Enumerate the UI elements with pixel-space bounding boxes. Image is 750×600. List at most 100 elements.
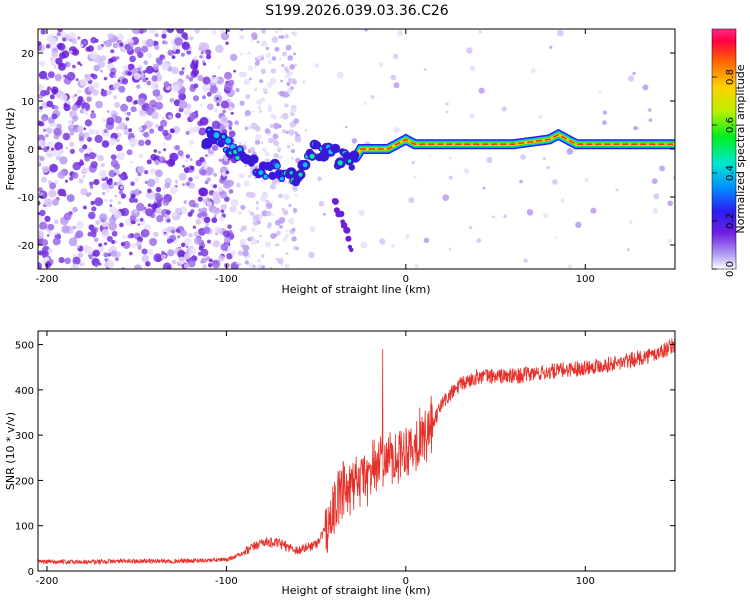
- noise-speckle: [69, 141, 75, 147]
- noise-speckle: [213, 214, 217, 218]
- noise-speckle: [220, 204, 227, 211]
- noise-speckle: [42, 117, 46, 122]
- noise-speckle: [69, 130, 75, 136]
- noise-speckle: [264, 151, 270, 157]
- noise-speckle: [253, 64, 258, 69]
- noise-speckle: [282, 237, 288, 242]
- ridge-tail-blob: [340, 222, 348, 229]
- noise-speckle: [163, 148, 167, 152]
- noise-speckle: [216, 102, 220, 107]
- noise-speckle: [113, 210, 122, 219]
- noise-speckle: [632, 71, 636, 76]
- noise-speckle: [211, 259, 221, 269]
- noise-speckle: [188, 77, 194, 82]
- noise-speckle: [71, 38, 78, 45]
- noise-speckle: [98, 262, 102, 266]
- noise-speckle: [98, 246, 105, 252]
- noise-speckle: [260, 141, 264, 145]
- noise-speckle: [249, 211, 255, 216]
- noise-speckle: [183, 263, 190, 269]
- noise-speckle: [117, 200, 122, 205]
- noise-speckle: [281, 207, 285, 211]
- noise-speckle: [141, 248, 148, 255]
- colorbar-tick-label: 0.8: [725, 69, 736, 85]
- noise-speckle: [269, 77, 277, 85]
- noise-speckle: [198, 251, 202, 256]
- noise-speckle: [141, 254, 150, 263]
- noise-speckle: [642, 84, 649, 91]
- noise-speckle: [83, 205, 87, 210]
- noise-speckle: [162, 29, 168, 35]
- noise-speckle: [58, 188, 66, 197]
- noise-speckle: [189, 165, 195, 171]
- noise-speckle: [242, 250, 249, 257]
- noise-speckle: [267, 222, 272, 227]
- noise-speckle: [138, 153, 144, 159]
- noise-speckle: [274, 30, 278, 34]
- noise-speckle: [254, 139, 261, 145]
- noise-speckle: [230, 198, 239, 207]
- noise-speckle: [134, 177, 140, 182]
- noise-speckle: [164, 40, 168, 45]
- noise-speckle: [93, 64, 101, 72]
- spectrogram-ytick-label: 20: [21, 49, 34, 60]
- noise-speckle: [247, 125, 251, 130]
- noise-speckle: [184, 159, 189, 163]
- noise-speckle: [90, 161, 98, 169]
- noise-speckle: [131, 193, 136, 199]
- noise-speckle: [233, 69, 237, 73]
- noise-speckle: [171, 55, 176, 59]
- noise-speckle: [138, 139, 145, 147]
- noise-speckle: [187, 211, 193, 217]
- noise-speckle: [288, 217, 295, 225]
- noise-speckle: [109, 204, 113, 208]
- ridge-tail-blob: [338, 210, 345, 218]
- noise-speckle: [79, 78, 88, 87]
- noise-speckle: [38, 262, 42, 269]
- noise-speckle: [247, 237, 252, 242]
- noise-speckle: [143, 70, 147, 74]
- noise-speckle: [290, 156, 295, 161]
- noise-speckle: [38, 44, 43, 51]
- noise-speckle: [302, 80, 306, 84]
- noise-speckle: [206, 177, 211, 182]
- noise-speckle: [62, 132, 71, 141]
- noise-speckle: [227, 224, 232, 229]
- noise-speckle: [72, 64, 76, 69]
- noise-speckle: [209, 85, 218, 94]
- noise-speckle: [345, 126, 348, 129]
- noise-speckle: [188, 233, 193, 238]
- noise-speckle: [168, 114, 173, 119]
- spectrogram-xtick-label: -100: [215, 274, 238, 285]
- noise-speckle: [152, 63, 160, 70]
- noise-speckle: [177, 256, 186, 265]
- noise-speckle: [199, 117, 209, 126]
- noise-speckle: [213, 240, 220, 248]
- noise-speckle: [188, 177, 193, 182]
- ridge-blob-core: [237, 147, 243, 152]
- noise-speckle: [244, 260, 249, 265]
- noise-speckle: [217, 255, 225, 262]
- noise-speckle: [448, 156, 452, 160]
- noise-speckle: [61, 50, 70, 59]
- noise-speckle: [292, 31, 298, 37]
- noise-speckle: [198, 42, 208, 51]
- noise-speckle: [54, 141, 63, 151]
- noise-speckle: [469, 113, 475, 119]
- noise-speckle: [38, 162, 41, 166]
- noise-speckle: [163, 81, 170, 87]
- noise-speckle: [226, 253, 233, 260]
- noise-speckle: [238, 262, 242, 266]
- noise-speckle: [202, 198, 209, 204]
- noise-speckle: [137, 97, 146, 106]
- noise-speckle: [290, 107, 297, 114]
- noise-speckle: [266, 82, 273, 88]
- noise-speckle: [155, 57, 162, 63]
- noise-speckle: [104, 39, 113, 48]
- noise-speckle: [75, 230, 84, 239]
- noise-speckle: [155, 207, 163, 215]
- noise-speckle: [211, 217, 218, 224]
- noise-speckle: [145, 261, 151, 267]
- noise-speckle: [615, 188, 619, 192]
- noise-speckle: [648, 118, 653, 122]
